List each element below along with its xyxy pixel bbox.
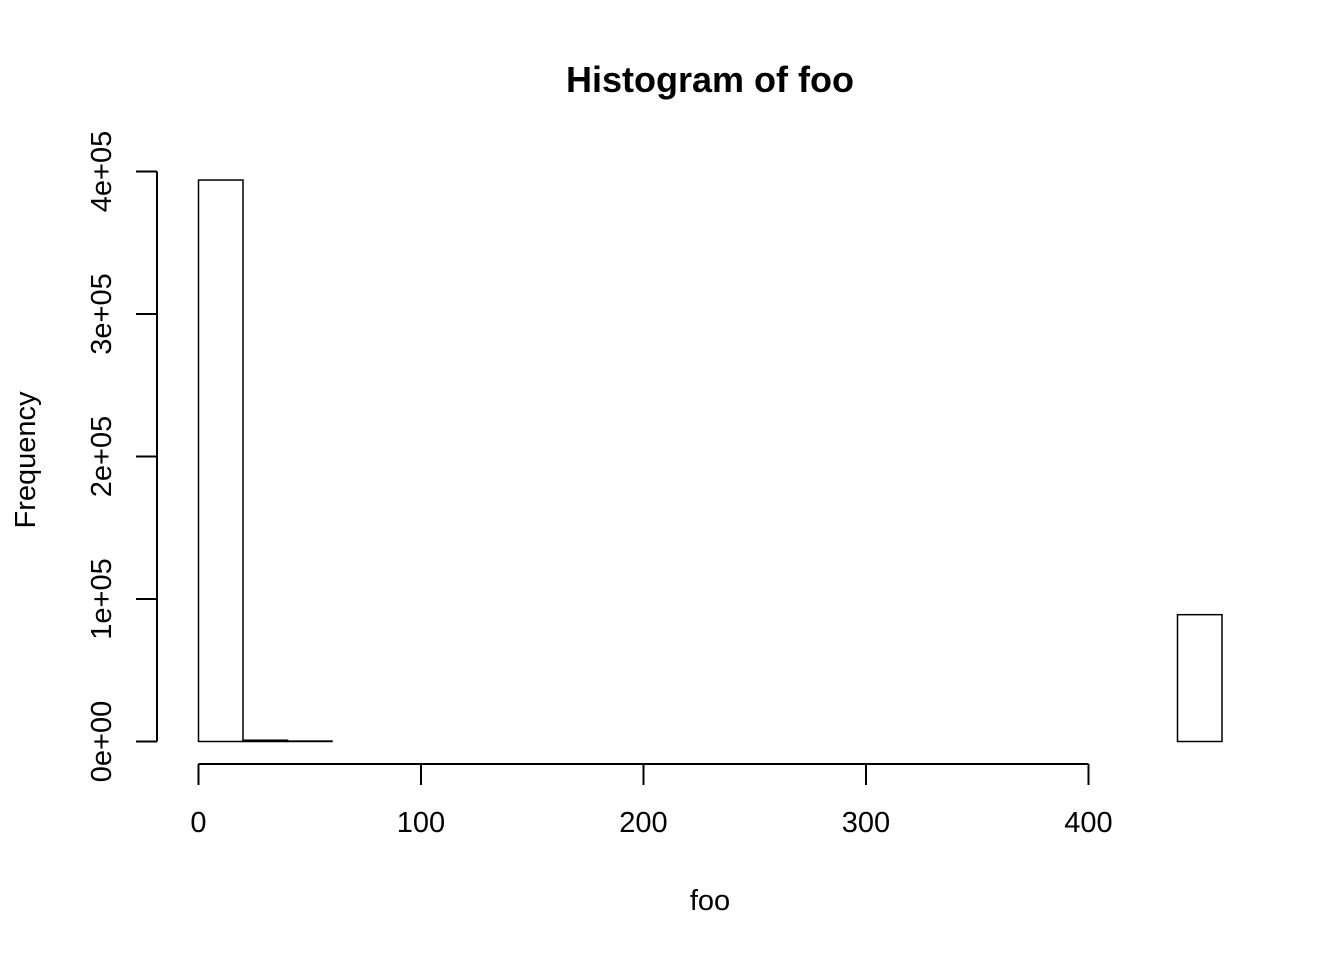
y-axis-label: Frequency xyxy=(10,391,42,529)
histogram-bar xyxy=(1176,613,1223,743)
y-tick-label: 2e+05 xyxy=(86,416,118,497)
histogram-bar xyxy=(197,179,244,743)
x-tick-label: 100 xyxy=(397,807,445,839)
y-axis: 0e+00 1e+05 2e+05 3e+05 4e+05 xyxy=(86,131,158,782)
chart-title: Histogram of foo xyxy=(566,59,854,100)
y-tick-label: 4e+05 xyxy=(86,131,118,212)
x-tick-label: 0 xyxy=(190,807,206,839)
histogram-bars xyxy=(197,179,1223,743)
x-tick-label: 400 xyxy=(1064,807,1112,839)
y-tick-label: 1e+05 xyxy=(86,558,118,639)
x-tick-label: 300 xyxy=(842,807,890,839)
y-tick-label: 3e+05 xyxy=(86,273,118,354)
x-tick-label: 200 xyxy=(619,807,667,839)
histogram-bar xyxy=(242,739,289,743)
x-axis-label: foo xyxy=(690,885,730,917)
x-axis: 0 100 200 300 400 xyxy=(190,763,1113,839)
y-tick-label: 0e+00 xyxy=(86,701,118,782)
